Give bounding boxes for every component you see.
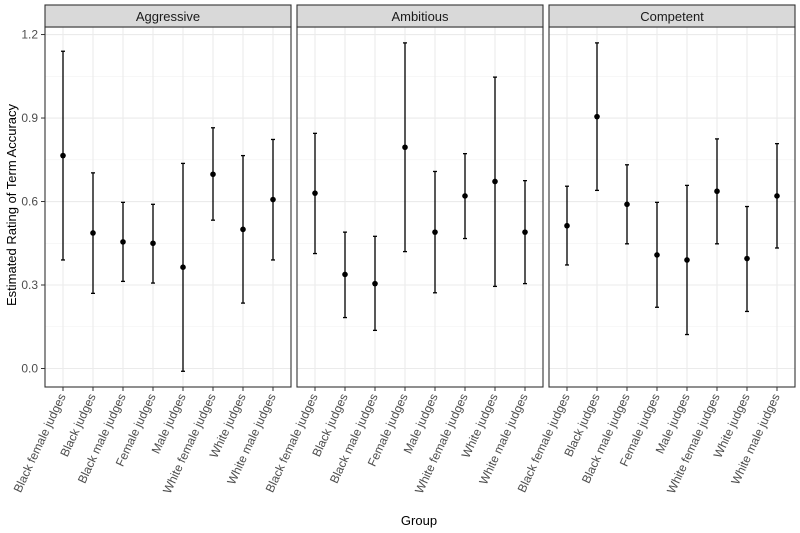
data-point: [372, 280, 378, 287]
x-axis-title: Group: [401, 513, 437, 528]
data-point: [624, 201, 630, 208]
data-point: [654, 252, 660, 258]
error-bar-5: [180, 162, 186, 372]
data-point: [60, 152, 66, 159]
panel-background: [549, 27, 795, 387]
error-bar-1: [312, 132, 318, 255]
y-tick-label: 1.2: [21, 28, 38, 42]
data-point: [90, 230, 96, 236]
error-bar-2: [90, 172, 96, 295]
data-point: [210, 171, 216, 178]
strip-background: [44, 4, 292, 28]
error-bar-3: [372, 235, 378, 332]
error-bar-3: [120, 201, 126, 283]
error-bar-6: [462, 153, 468, 240]
y-tick-label: 0.9: [21, 111, 38, 125]
data-point: [402, 144, 408, 151]
strip-label: Ambitious: [391, 9, 449, 24]
data-point: [774, 193, 780, 199]
y-tick-label: 0.0: [21, 362, 38, 376]
data-point: [684, 257, 690, 263]
error-bar-6: [714, 138, 720, 245]
error-bar-7: [744, 205, 750, 313]
error-bar-2: [342, 231, 348, 319]
y-axis: 0.0 0.3 0.6 0.9 1.2: [21, 28, 45, 376]
error-bar-4: [402, 42, 408, 253]
error-bar-4: [150, 203, 156, 284]
data-point: [240, 226, 246, 233]
error-bar-1: [60, 50, 66, 261]
data-point: [180, 264, 186, 270]
strip-label: Competent: [640, 9, 704, 24]
error-bar-5: [432, 170, 438, 294]
strip-label: Aggressive: [136, 9, 200, 24]
data-point: [462, 193, 468, 199]
error-bar-3: [624, 164, 630, 245]
panel-background: [297, 27, 543, 387]
strip-background: [296, 4, 544, 28]
strip-background: [548, 4, 796, 28]
data-point: [522, 229, 528, 235]
error-bar-4: [654, 201, 660, 308]
error-bar-2: [594, 42, 600, 192]
panel-background: [45, 27, 291, 387]
data-point: [432, 229, 438, 235]
error-bar-7: [240, 154, 246, 304]
data-point: [342, 271, 348, 278]
data-point: [564, 222, 570, 229]
error-bar-7: [492, 76, 498, 288]
data-point: [492, 178, 498, 185]
data-point: [744, 255, 750, 262]
error-bar-8: [270, 138, 276, 261]
data-point: [312, 190, 318, 196]
data-point: [594, 113, 600, 120]
error-bar-5: [684, 184, 690, 336]
y-axis-title: Estimated Rating of Term Accuracy: [4, 103, 19, 306]
data-point: [120, 239, 126, 245]
y-tick-label: 0.6: [21, 195, 38, 209]
error-bar-8: [522, 179, 528, 285]
error-bar-1: [564, 185, 570, 266]
error-bar-8: [774, 142, 780, 249]
data-point: [270, 196, 276, 203]
data-point: [714, 188, 720, 195]
x-tick-label: Black female judges: [11, 391, 69, 494]
error-bar-6: [210, 127, 216, 221]
data-point: [150, 240, 156, 247]
y-tick-label: 0.3: [21, 278, 38, 292]
